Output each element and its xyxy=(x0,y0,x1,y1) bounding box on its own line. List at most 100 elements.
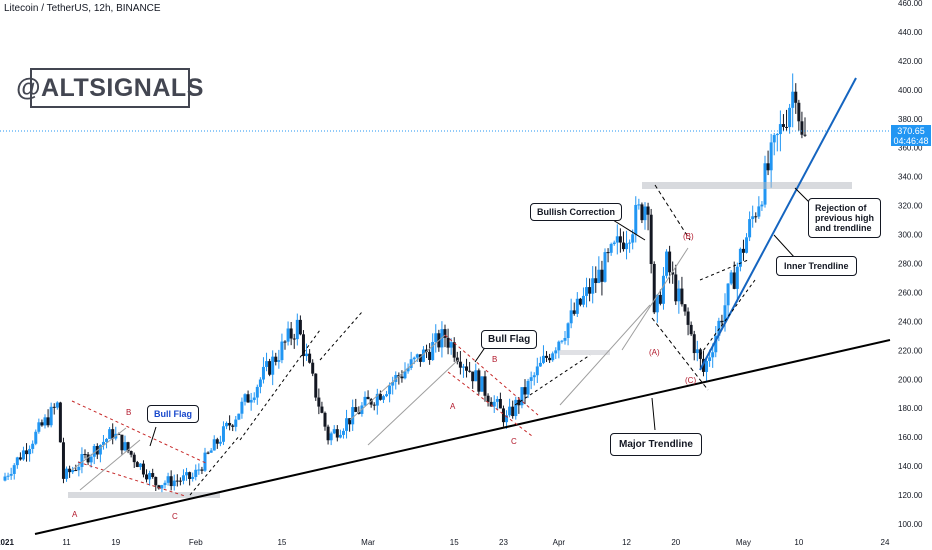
x-tick-label: 15 xyxy=(277,538,286,547)
candle-body xyxy=(514,399,518,417)
candle-body xyxy=(160,485,164,489)
flag-jan-breakout xyxy=(189,434,241,496)
candle-body xyxy=(594,278,598,284)
candle-body xyxy=(621,242,625,250)
candle-body xyxy=(431,341,435,361)
candle-body xyxy=(6,475,10,477)
candle-body xyxy=(228,422,232,426)
y-tick-label: 100.00 xyxy=(898,520,923,529)
candle-body xyxy=(92,446,96,457)
candle-body xyxy=(591,278,595,294)
candle-body xyxy=(55,402,59,408)
candle-body xyxy=(126,442,130,452)
candle-body xyxy=(600,269,604,282)
y-tick-label: 220.00 xyxy=(898,346,923,355)
candle-body xyxy=(403,371,407,379)
candle-body xyxy=(652,263,656,313)
candle-body xyxy=(80,454,84,467)
candle-body xyxy=(166,476,170,483)
candle-body xyxy=(529,377,533,381)
candle-body xyxy=(258,379,262,387)
candle-body xyxy=(185,472,189,476)
candle-body xyxy=(668,251,672,273)
flag-jan-up-1 xyxy=(71,427,127,471)
candle-body xyxy=(757,206,761,217)
candle-body xyxy=(28,448,32,455)
candle-body xyxy=(612,242,616,245)
wave-c-1: C xyxy=(172,512,178,521)
wave-b-2: B xyxy=(492,355,498,364)
candle-body xyxy=(738,248,742,267)
x-tick-label: 12 xyxy=(622,538,631,547)
candle-body xyxy=(674,274,678,302)
candle-body xyxy=(369,399,373,405)
candle-body xyxy=(665,251,669,276)
candle-body xyxy=(729,272,733,284)
candle-body xyxy=(486,395,490,402)
y-tick-label: 200.00 xyxy=(898,375,923,384)
candle-body xyxy=(354,407,358,412)
candle-body xyxy=(788,107,792,128)
candle-body xyxy=(535,366,539,376)
flag-jan-lower xyxy=(77,461,186,497)
candle-body xyxy=(145,474,149,480)
candle-body xyxy=(554,350,558,354)
candle-body xyxy=(120,434,124,451)
wave-a-2: A xyxy=(450,402,456,411)
candle-body xyxy=(194,469,198,477)
candle-body xyxy=(129,451,133,455)
candle-body xyxy=(711,352,715,358)
candle-body xyxy=(625,243,629,250)
candle-body xyxy=(225,422,229,427)
candle-body xyxy=(381,396,385,400)
candle-body xyxy=(366,396,370,400)
flag-feb-trend xyxy=(239,329,321,441)
overlays-layer xyxy=(0,77,891,535)
candle-body xyxy=(520,387,524,406)
candle-body xyxy=(286,328,290,342)
last-price-tag: 370.65 04:46:48 xyxy=(891,125,931,146)
candle-body xyxy=(465,366,469,371)
candle-body xyxy=(717,320,721,336)
bar-countdown: 04:46:48 xyxy=(893,136,929,146)
candle-body xyxy=(326,426,330,441)
last-price-value: 370.65 xyxy=(897,126,925,136)
y-tick-label: 300.00 xyxy=(898,231,923,240)
pointer-major xyxy=(651,397,656,431)
y-tick-label: 360.00 xyxy=(898,144,923,153)
candle-body xyxy=(631,234,635,243)
candle-body xyxy=(89,456,93,463)
candle-body xyxy=(680,288,684,305)
candle-body xyxy=(43,417,47,426)
candle-body xyxy=(61,442,65,479)
x-tick-label: 24 xyxy=(881,538,890,547)
candle-body xyxy=(778,124,782,135)
y-tick-label: 340.00 xyxy=(898,173,923,182)
candle-body xyxy=(308,353,312,363)
candle-body xyxy=(495,398,499,402)
inner-trendline xyxy=(699,77,857,371)
candle-body xyxy=(692,334,696,354)
candle-body xyxy=(178,480,182,482)
candle-body xyxy=(452,342,456,358)
candle-body xyxy=(311,362,315,374)
candle-body xyxy=(532,375,536,378)
candle-body xyxy=(526,380,530,395)
y-tick-label: 260.00 xyxy=(898,288,923,297)
flag-jan-up-2 xyxy=(79,439,141,491)
candle-body xyxy=(775,134,779,136)
candle-body xyxy=(123,442,127,451)
candle-body xyxy=(83,454,87,456)
candle-body xyxy=(265,361,269,367)
candle-body xyxy=(581,295,585,305)
candle-body xyxy=(640,204,644,221)
candle-body xyxy=(237,413,241,420)
candle-body xyxy=(458,361,462,368)
candle-body xyxy=(557,341,561,351)
candle-body xyxy=(255,386,259,398)
x-tick-label: 20 xyxy=(671,538,680,547)
candle-body xyxy=(65,468,69,479)
candle-body xyxy=(154,476,158,486)
y-tick-label: 400.00 xyxy=(898,86,923,95)
